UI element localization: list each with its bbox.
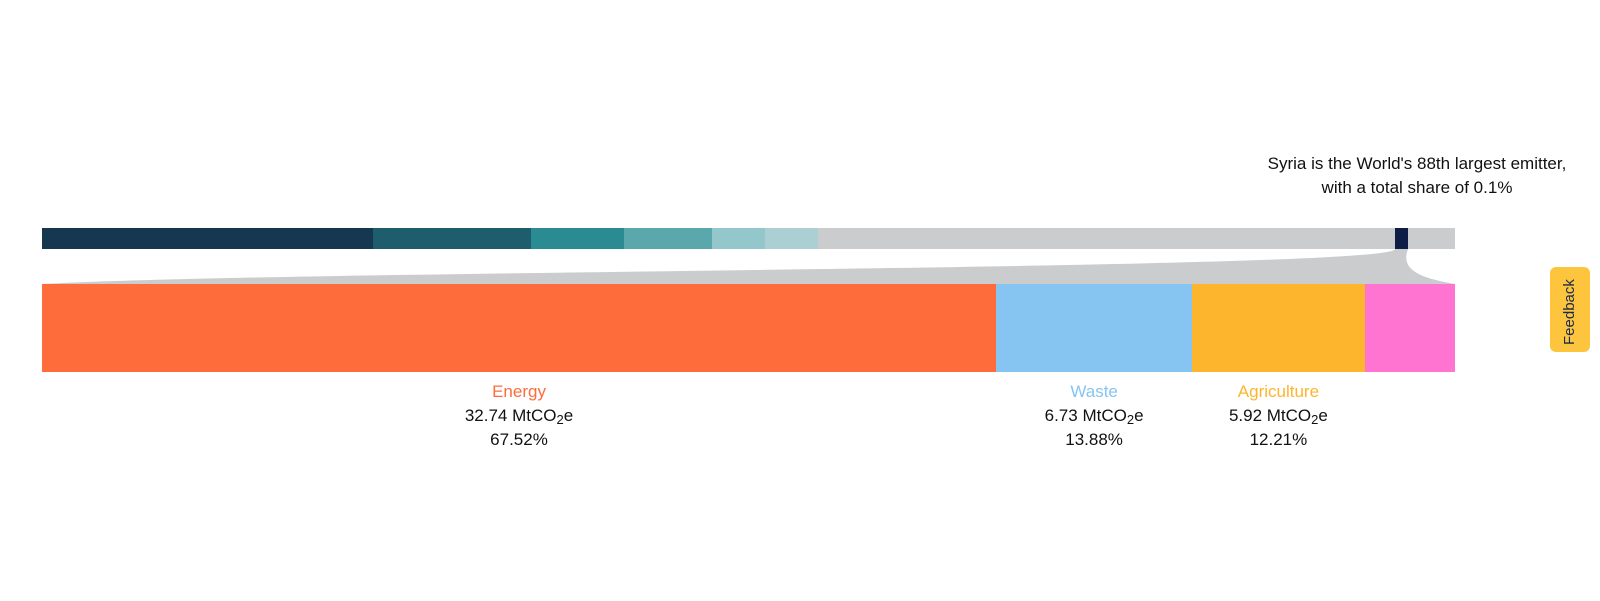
sector-value: 6.73 MtCO2e	[1045, 404, 1144, 428]
value-number: 32.74	[464, 406, 508, 425]
value-number: 5.92	[1228, 406, 1263, 425]
sector-bar-agriculture[interactable]: Agriculture 5.92 MtCO2e 12.21%	[1192, 284, 1365, 449]
world-bar-segment-4[interactable]	[711, 228, 766, 249]
sector-breakdown-bar: Energy 32.74 MtCO2e 67.52% Waste 6.73 MtCO2e…	[42, 284, 1455, 449]
country-share-marker[interactable]	[1395, 228, 1408, 249]
world-bar-segment-0[interactable]	[42, 228, 373, 249]
feedback-button[interactable]: Feedback	[1550, 267, 1590, 352]
sector-bar-energy[interactable]: Energy 32.74 MtCO2e 67.52%	[42, 284, 997, 449]
sector-name: Waste	[1070, 382, 1118, 401]
unit-main: MtCO	[1082, 406, 1127, 425]
value-number: 6.73	[1044, 406, 1078, 425]
world-bar-segment-5[interactable]	[765, 228, 818, 249]
caption-line-2: with a total share of 0.1%	[1321, 178, 1513, 197]
sector-name: Agriculture	[1237, 382, 1320, 401]
sector-value: 32.74 MtCO2e	[465, 404, 573, 428]
unit-sub: 2	[1311, 412, 1319, 427]
sector-percent: 12.21%	[1249, 430, 1308, 449]
sector-value: 5.92 MtCO2e	[1229, 404, 1328, 428]
chart-caption: Syria is the World's 88th largest emitte…	[1217, 152, 1600, 200]
unit-sub: 2	[556, 412, 564, 427]
unit-end: e	[1134, 406, 1144, 425]
unit-main: MtCO	[1266, 406, 1312, 425]
connector-shape	[42, 249, 1455, 284]
feedback-label: Feedback	[1561, 279, 1578, 345]
world-emissions-bar	[42, 228, 1455, 249]
world-bar-segment-2[interactable]	[530, 228, 625, 249]
unit-end: e	[563, 406, 574, 425]
sector-bar-other[interactable]	[1364, 284, 1455, 372]
sector-name: Energy	[492, 382, 546, 401]
unit-end: e	[1318, 406, 1328, 425]
sector-label: Agriculture 5.92 MtCO2e 12.21%	[1229, 380, 1328, 452]
sector-label: Waste 6.73 MtCO2e 13.88%	[1045, 380, 1144, 452]
sector-percent: 13.88%	[1065, 430, 1123, 449]
sector-percent: 67.52%	[490, 430, 548, 449]
world-bar-segment-3[interactable]	[624, 228, 712, 249]
unit-sub: 2	[1126, 412, 1135, 427]
sector-bar-waste[interactable]: Waste 6.73 MtCO2e 13.88%	[996, 284, 1193, 449]
sector-label: Energy 32.74 MtCO2e 67.52%	[465, 380, 573, 452]
world-bar-segment-1[interactable]	[372, 228, 531, 249]
unit-main: MtCO	[512, 406, 557, 425]
caption-line-1: Syria is the World's 88th largest emitte…	[1267, 154, 1567, 173]
